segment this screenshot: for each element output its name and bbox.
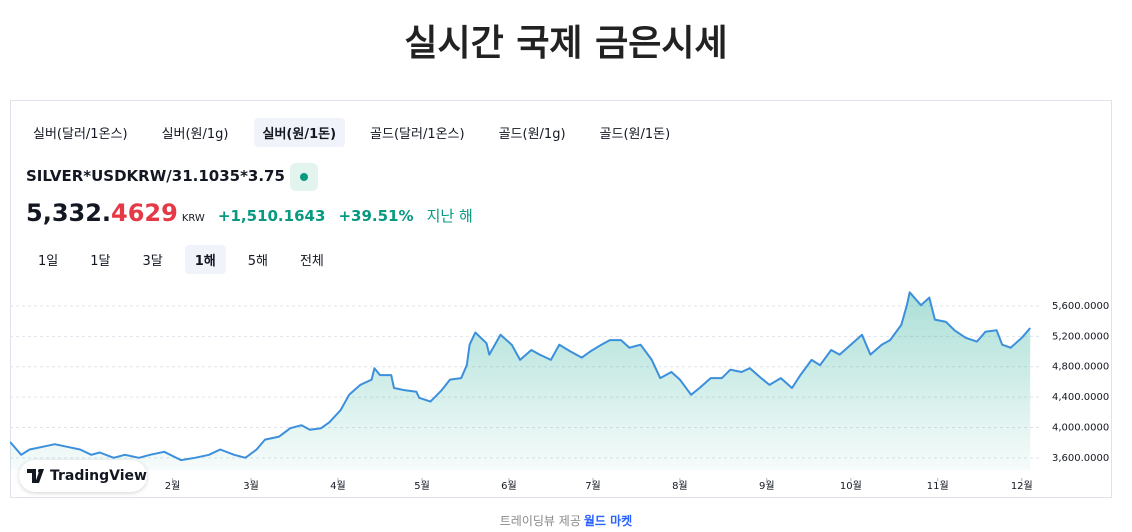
x-tick-label: 2월 <box>165 480 181 492</box>
x-tick-label: 5월 <box>414 480 430 492</box>
price-row: 5,332.4629 KRW +1,510.1643 +39.51% 지난 해 <box>26 199 473 227</box>
tradingview-badge[interactable]: TradingView <box>19 460 147 492</box>
price-integer: 5,332. <box>26 199 112 227</box>
range-tab[interactable]: 전체 <box>299 254 324 269</box>
x-tick-label: 6월 <box>501 480 517 492</box>
y-tick-label: 4,000.0000 <box>1052 422 1109 433</box>
x-tick-label: 4월 <box>330 480 346 492</box>
y-tick-label: 5,200.0000 <box>1052 331 1109 342</box>
x-tick-label: 3월 <box>243 480 259 492</box>
tab[interactable]: 골드(원/1돈) <box>599 127 671 142</box>
symbol: SILVER*USDKRW/31.1035*3.75 <box>26 167 285 185</box>
provider-link[interactable]: 월드 마켓 <box>583 514 633 528</box>
tradingview-logo <box>27 469 44 483</box>
widget-frame <box>10 100 1112 498</box>
y-tick-label: 3,600.0000 <box>1052 453 1109 464</box>
y-tick-label: 5,600.0000 <box>1052 301 1109 312</box>
price-line <box>10 291 1031 462</box>
chart: 3,600.0000 4,000.0000 4,400.0000 4,800.0000… <box>10 291 1109 492</box>
percent-change: +39.51% <box>338 207 414 225</box>
tab-bar: 실버(달러/1온스) 실버(원/1g) 실버(원/1돈) 골드(달러/1온스) 골드(원… <box>24 118 695 147</box>
tab[interactable]: 실버(달러/1온스) <box>33 127 128 142</box>
x-tick-label: 7월 <box>585 480 601 492</box>
tab[interactable]: 실버(원/1g) <box>161 127 229 142</box>
x-tick-label: 9월 <box>759 480 775 492</box>
range-tab[interactable]: 1일 <box>38 254 59 269</box>
currency: KRW <box>181 213 205 224</box>
change-period: 지난 해 <box>426 207 473 225</box>
market-status <box>290 163 318 191</box>
price-change: +1,510.1643 <box>217 207 326 225</box>
tab[interactable]: 골드(원/1g) <box>498 127 566 142</box>
range-tab[interactable]: 3달 <box>142 254 163 269</box>
x-tick-label: 10월 <box>840 480 862 492</box>
y-tick-label: 4,800.0000 <box>1052 362 1109 373</box>
range-bar: 1일 1달 3달 1해 5해 전체 <box>28 245 346 274</box>
badge-text: TradingView <box>50 468 147 484</box>
x-tick-label: 8월 <box>672 480 688 492</box>
area-fill <box>10 292 1031 470</box>
page-title: 실시간 국제 금은시세 <box>404 23 728 64</box>
provider: 트레이딩뷰 제공 <box>499 514 581 528</box>
range-tab[interactable]: 1달 <box>90 254 111 269</box>
tab[interactable]: 골드(달러/1온스) <box>370 127 465 142</box>
tab[interactable]: 실버(원/1돈) <box>253 118 346 147</box>
range-tab[interactable]: 5해 <box>247 254 268 269</box>
x-tick-label: 12월 <box>1011 480 1033 492</box>
footer: 트레이딩뷰 제공 월드 마켓 <box>0 512 1132 529</box>
range-tab[interactable]: 1해 <box>184 245 226 274</box>
x-tick-label: 11월 <box>927 480 949 492</box>
y-tick-label: 4,400.0000 <box>1052 392 1109 403</box>
price-fraction: 4629 <box>111 199 178 227</box>
